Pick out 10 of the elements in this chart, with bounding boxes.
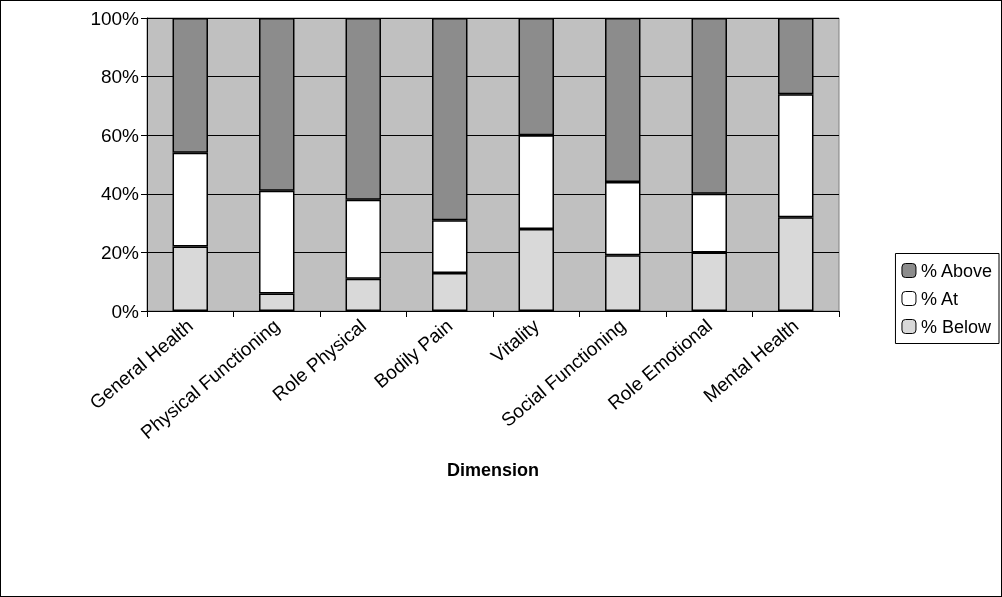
y-tick-label: 20% <box>100 241 140 263</box>
x-axis-title: Dimension <box>446 460 540 480</box>
y-tick-label: 0% <box>111 300 140 322</box>
y-tick-label: 100% <box>90 7 140 29</box>
y-tick-label: 60% <box>100 124 140 146</box>
y-tick-label: 40% <box>100 183 140 205</box>
legend-label: % At <box>920 288 958 309</box>
y-tick-label: 80% <box>100 66 140 88</box>
legend-label: % Above <box>920 260 993 281</box>
legend-label: % Below <box>920 316 992 337</box>
